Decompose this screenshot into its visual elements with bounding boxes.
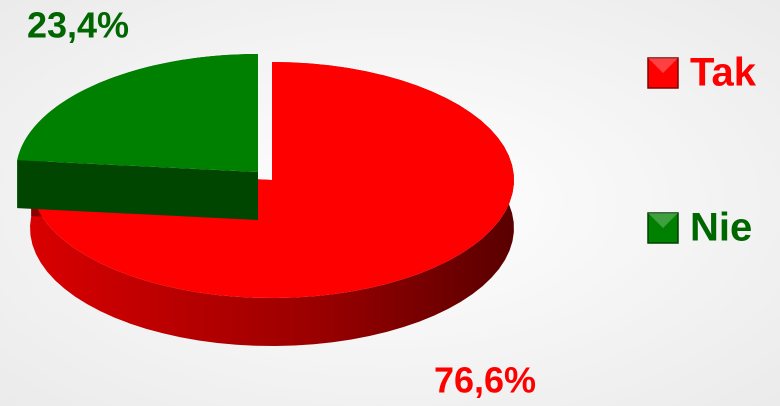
legend-swatch: [647, 212, 679, 244]
pie-slice: [30, 62, 514, 298]
legend-label: Nie: [690, 206, 752, 250]
legend-swatch-bevel: [648, 213, 678, 228]
pie-slice: [17, 54, 259, 172]
legend-swatch: [647, 57, 679, 89]
pie-slice-edge: [17, 160, 259, 220]
data-label: 23,4%: [27, 5, 129, 46]
legend-swatch-bevel: [648, 58, 678, 73]
data-label: 76,6%: [434, 360, 536, 401]
legend-label: Tak: [690, 51, 757, 95]
